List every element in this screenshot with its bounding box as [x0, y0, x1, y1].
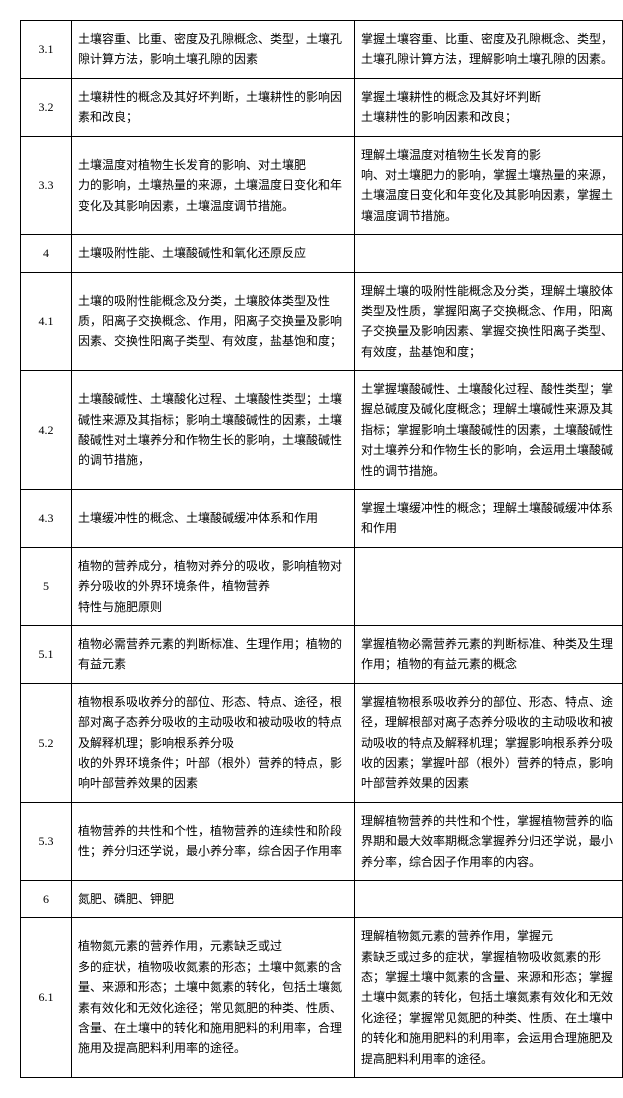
row-number: 5.1	[21, 625, 72, 683]
row-requirement: 土掌握壤酸碱性、土壤酸化过程、酸性类型；掌握总碱度及碱化度概念；理解土壤碱性来源…	[355, 371, 623, 490]
row-requirement	[355, 235, 623, 272]
row-requirement	[355, 880, 623, 917]
table-row: 5.1 植物必需营养元素的判断标准、生理作用；植物的有益元素 掌握植物必需营养元…	[21, 625, 623, 683]
row-content: 植物的营养成分，植物对养分的吸收，影响植物对养分吸收的外界环境条件，植物营养特性…	[72, 547, 355, 625]
row-requirement: 理解植物营养的共性和个性，掌握植物营养的临界期和最大效率期概念掌握养分归还学说，…	[355, 802, 623, 880]
table-row: 3.1 土壤容重、比重、密度及孔隙概念、类型，土壤孔隙计算方法，影响土壤孔隙的因…	[21, 21, 623, 79]
row-content: 土壤耕性的概念及其好坏判断，土壤耕性的影响因素和改良；	[72, 78, 355, 136]
table-row: 6 氮肥、磷肥、钾肥	[21, 880, 623, 917]
row-content: 植物根系吸收养分的部位、形态、特点、途径，根部对离子态养分吸收的主动吸收和被动吸…	[72, 683, 355, 802]
row-content: 植物氮元素的营养作用，元素缺乏或过多的症状，植物吸收氮素的形态；土壤中氮素的含量…	[72, 918, 355, 1078]
row-content: 土壤吸附性能、土壤酸碱性和氧化还原反应	[72, 235, 355, 272]
syllabus-table: 3.1 土壤容重、比重、密度及孔隙概念、类型，土壤孔隙计算方法，影响土壤孔隙的因…	[20, 20, 623, 1078]
document-page: 3.1 土壤容重、比重、密度及孔隙概念、类型，土壤孔隙计算方法，影响土壤孔隙的因…	[20, 20, 603, 1078]
table-row: 4.3 土壤缓冲性的概念、土壤酸碱缓冲体系和作用 掌握土壤缓冲性的概念；理解土壤…	[21, 490, 623, 548]
row-number: 5.3	[21, 802, 72, 880]
table-row: 3.2 土壤耕性的概念及其好坏判断，土壤耕性的影响因素和改良； 掌握土壤耕性的概…	[21, 78, 623, 136]
row-number: 5.2	[21, 683, 72, 802]
row-number: 5	[21, 547, 72, 625]
table-row: 4 土壤吸附性能、土壤酸碱性和氧化还原反应	[21, 235, 623, 272]
row-requirement: 理解土壤的吸附性能概念及分类，理解土壤胶体类型及性质，掌握阳离子交换概念、作用，…	[355, 272, 623, 371]
table-row: 5.3 植物营养的共性和个性，植物营养的连续性和阶段性；养分归还学说，最小养分率…	[21, 802, 623, 880]
row-requirement: 理解土壤温度对植物生长发育的影响、对土壤肥力的影响，掌握土壤热量的来源，土壤温度…	[355, 136, 623, 235]
row-requirement	[355, 547, 623, 625]
table-row: 4.1 土壤的吸附性能概念及分类，土壤胶体类型及性质，阳离子交换概念、作用，阳离…	[21, 272, 623, 371]
row-number: 3.1	[21, 21, 72, 79]
row-requirement: 掌握植物根系吸收养分的部位、形态、特点、途径，理解根部对离子态养分吸收的主动吸收…	[355, 683, 623, 802]
row-content: 土壤酸碱性、土壤酸化过程、土壤酸性类型；土壤碱性来源及其指标；影响土壤酸碱性的因…	[72, 371, 355, 490]
row-content: 土壤温度对植物生长发育的影响、对土壤肥力的影响，土壤热量的来源，土壤温度日变化和…	[72, 136, 355, 235]
row-number: 3.2	[21, 78, 72, 136]
row-content: 氮肥、磷肥、钾肥	[72, 880, 355, 917]
row-number: 4.3	[21, 490, 72, 548]
row-requirement: 掌握土壤耕性的概念及其好坏判断土壤耕性的影响因素和改良；	[355, 78, 623, 136]
row-content: 土壤的吸附性能概念及分类，土壤胶体类型及性质，阳离子交换概念、作用，阳离子交换量…	[72, 272, 355, 371]
table-row: 3.3 土壤温度对植物生长发育的影响、对土壤肥力的影响，土壤热量的来源，土壤温度…	[21, 136, 623, 235]
row-requirement: 掌握植物必需营养元素的判断标准、种类及生理作用；植物的有益元素的概念	[355, 625, 623, 683]
row-requirement: 理解植物氮元素的营养作用，掌握元素缺乏或过多的症状，掌握植物吸收氮素的形态；掌握…	[355, 918, 623, 1078]
table-row: 5.2 植物根系吸收养分的部位、形态、特点、途径，根部对离子态养分吸收的主动吸收…	[21, 683, 623, 802]
row-number: 6.1	[21, 918, 72, 1078]
row-content: 土壤缓冲性的概念、土壤酸碱缓冲体系和作用	[72, 490, 355, 548]
table-row: 6.1 植物氮元素的营养作用，元素缺乏或过多的症状，植物吸收氮素的形态；土壤中氮…	[21, 918, 623, 1078]
row-number: 6	[21, 880, 72, 917]
row-number: 3.3	[21, 136, 72, 235]
table-row: 5 植物的营养成分，植物对养分的吸收，影响植物对养分吸收的外界环境条件，植物营养…	[21, 547, 623, 625]
row-content: 植物必需营养元素的判断标准、生理作用；植物的有益元素	[72, 625, 355, 683]
row-requirement: 掌握土壤容重、比重、密度及孔隙概念、类型，土壤孔隙计算方法，理解影响土壤孔隙的因…	[355, 21, 623, 79]
row-number: 4.2	[21, 371, 72, 490]
row-content: 土壤容重、比重、密度及孔隙概念、类型，土壤孔隙计算方法，影响土壤孔隙的因素	[72, 21, 355, 79]
row-content: 植物营养的共性和个性，植物营养的连续性和阶段性；养分归还学说，最小养分率，综合因…	[72, 802, 355, 880]
row-requirement: 掌握土壤缓冲性的概念；理解土壤酸碱缓冲体系和作用	[355, 490, 623, 548]
table-row: 4.2 土壤酸碱性、土壤酸化过程、土壤酸性类型；土壤碱性来源及其指标；影响土壤酸…	[21, 371, 623, 490]
row-number: 4	[21, 235, 72, 272]
row-number: 4.1	[21, 272, 72, 371]
